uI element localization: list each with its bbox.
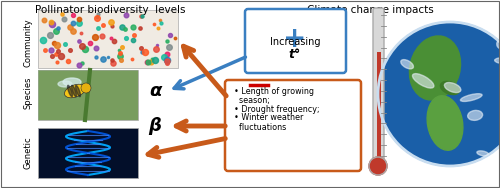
Text: Community: Community bbox=[24, 19, 32, 67]
FancyBboxPatch shape bbox=[38, 70, 138, 120]
Ellipse shape bbox=[477, 151, 488, 156]
Ellipse shape bbox=[68, 85, 72, 97]
Text: t°: t° bbox=[289, 48, 301, 61]
Ellipse shape bbox=[412, 74, 434, 88]
Ellipse shape bbox=[401, 60, 413, 69]
FancyBboxPatch shape bbox=[373, 8, 384, 164]
Circle shape bbox=[369, 157, 387, 175]
Text: β: β bbox=[148, 117, 162, 135]
Ellipse shape bbox=[440, 81, 460, 95]
Text: +: + bbox=[284, 25, 306, 53]
Text: • Winter weather: • Winter weather bbox=[234, 114, 304, 123]
Ellipse shape bbox=[58, 81, 72, 87]
FancyBboxPatch shape bbox=[225, 80, 361, 171]
FancyBboxPatch shape bbox=[38, 70, 138, 120]
Text: season;: season; bbox=[234, 96, 270, 105]
Ellipse shape bbox=[64, 84, 86, 98]
Text: • Length of growing: • Length of growing bbox=[234, 86, 314, 96]
Circle shape bbox=[81, 83, 91, 93]
FancyBboxPatch shape bbox=[38, 10, 178, 68]
Ellipse shape bbox=[76, 85, 80, 97]
Ellipse shape bbox=[496, 39, 500, 49]
Ellipse shape bbox=[460, 94, 482, 102]
Text: Pollinator biodiversity  levels: Pollinator biodiversity levels bbox=[35, 5, 185, 15]
Ellipse shape bbox=[444, 83, 461, 92]
Ellipse shape bbox=[410, 36, 461, 100]
Ellipse shape bbox=[427, 96, 463, 150]
Ellipse shape bbox=[468, 110, 482, 120]
Ellipse shape bbox=[63, 78, 81, 86]
Text: Species: Species bbox=[24, 77, 32, 109]
FancyBboxPatch shape bbox=[376, 52, 380, 161]
Circle shape bbox=[378, 22, 500, 166]
Text: • Drought frequency;: • Drought frequency; bbox=[234, 105, 320, 114]
Text: Genetic: Genetic bbox=[24, 137, 32, 169]
Text: α: α bbox=[149, 82, 161, 100]
FancyBboxPatch shape bbox=[245, 9, 346, 73]
Text: fluctuations: fluctuations bbox=[234, 123, 286, 131]
Text: Climate change impacts: Climate change impacts bbox=[306, 5, 434, 15]
FancyBboxPatch shape bbox=[38, 128, 138, 178]
Text: Increasing: Increasing bbox=[270, 37, 320, 47]
Ellipse shape bbox=[72, 85, 76, 97]
Ellipse shape bbox=[494, 58, 500, 64]
